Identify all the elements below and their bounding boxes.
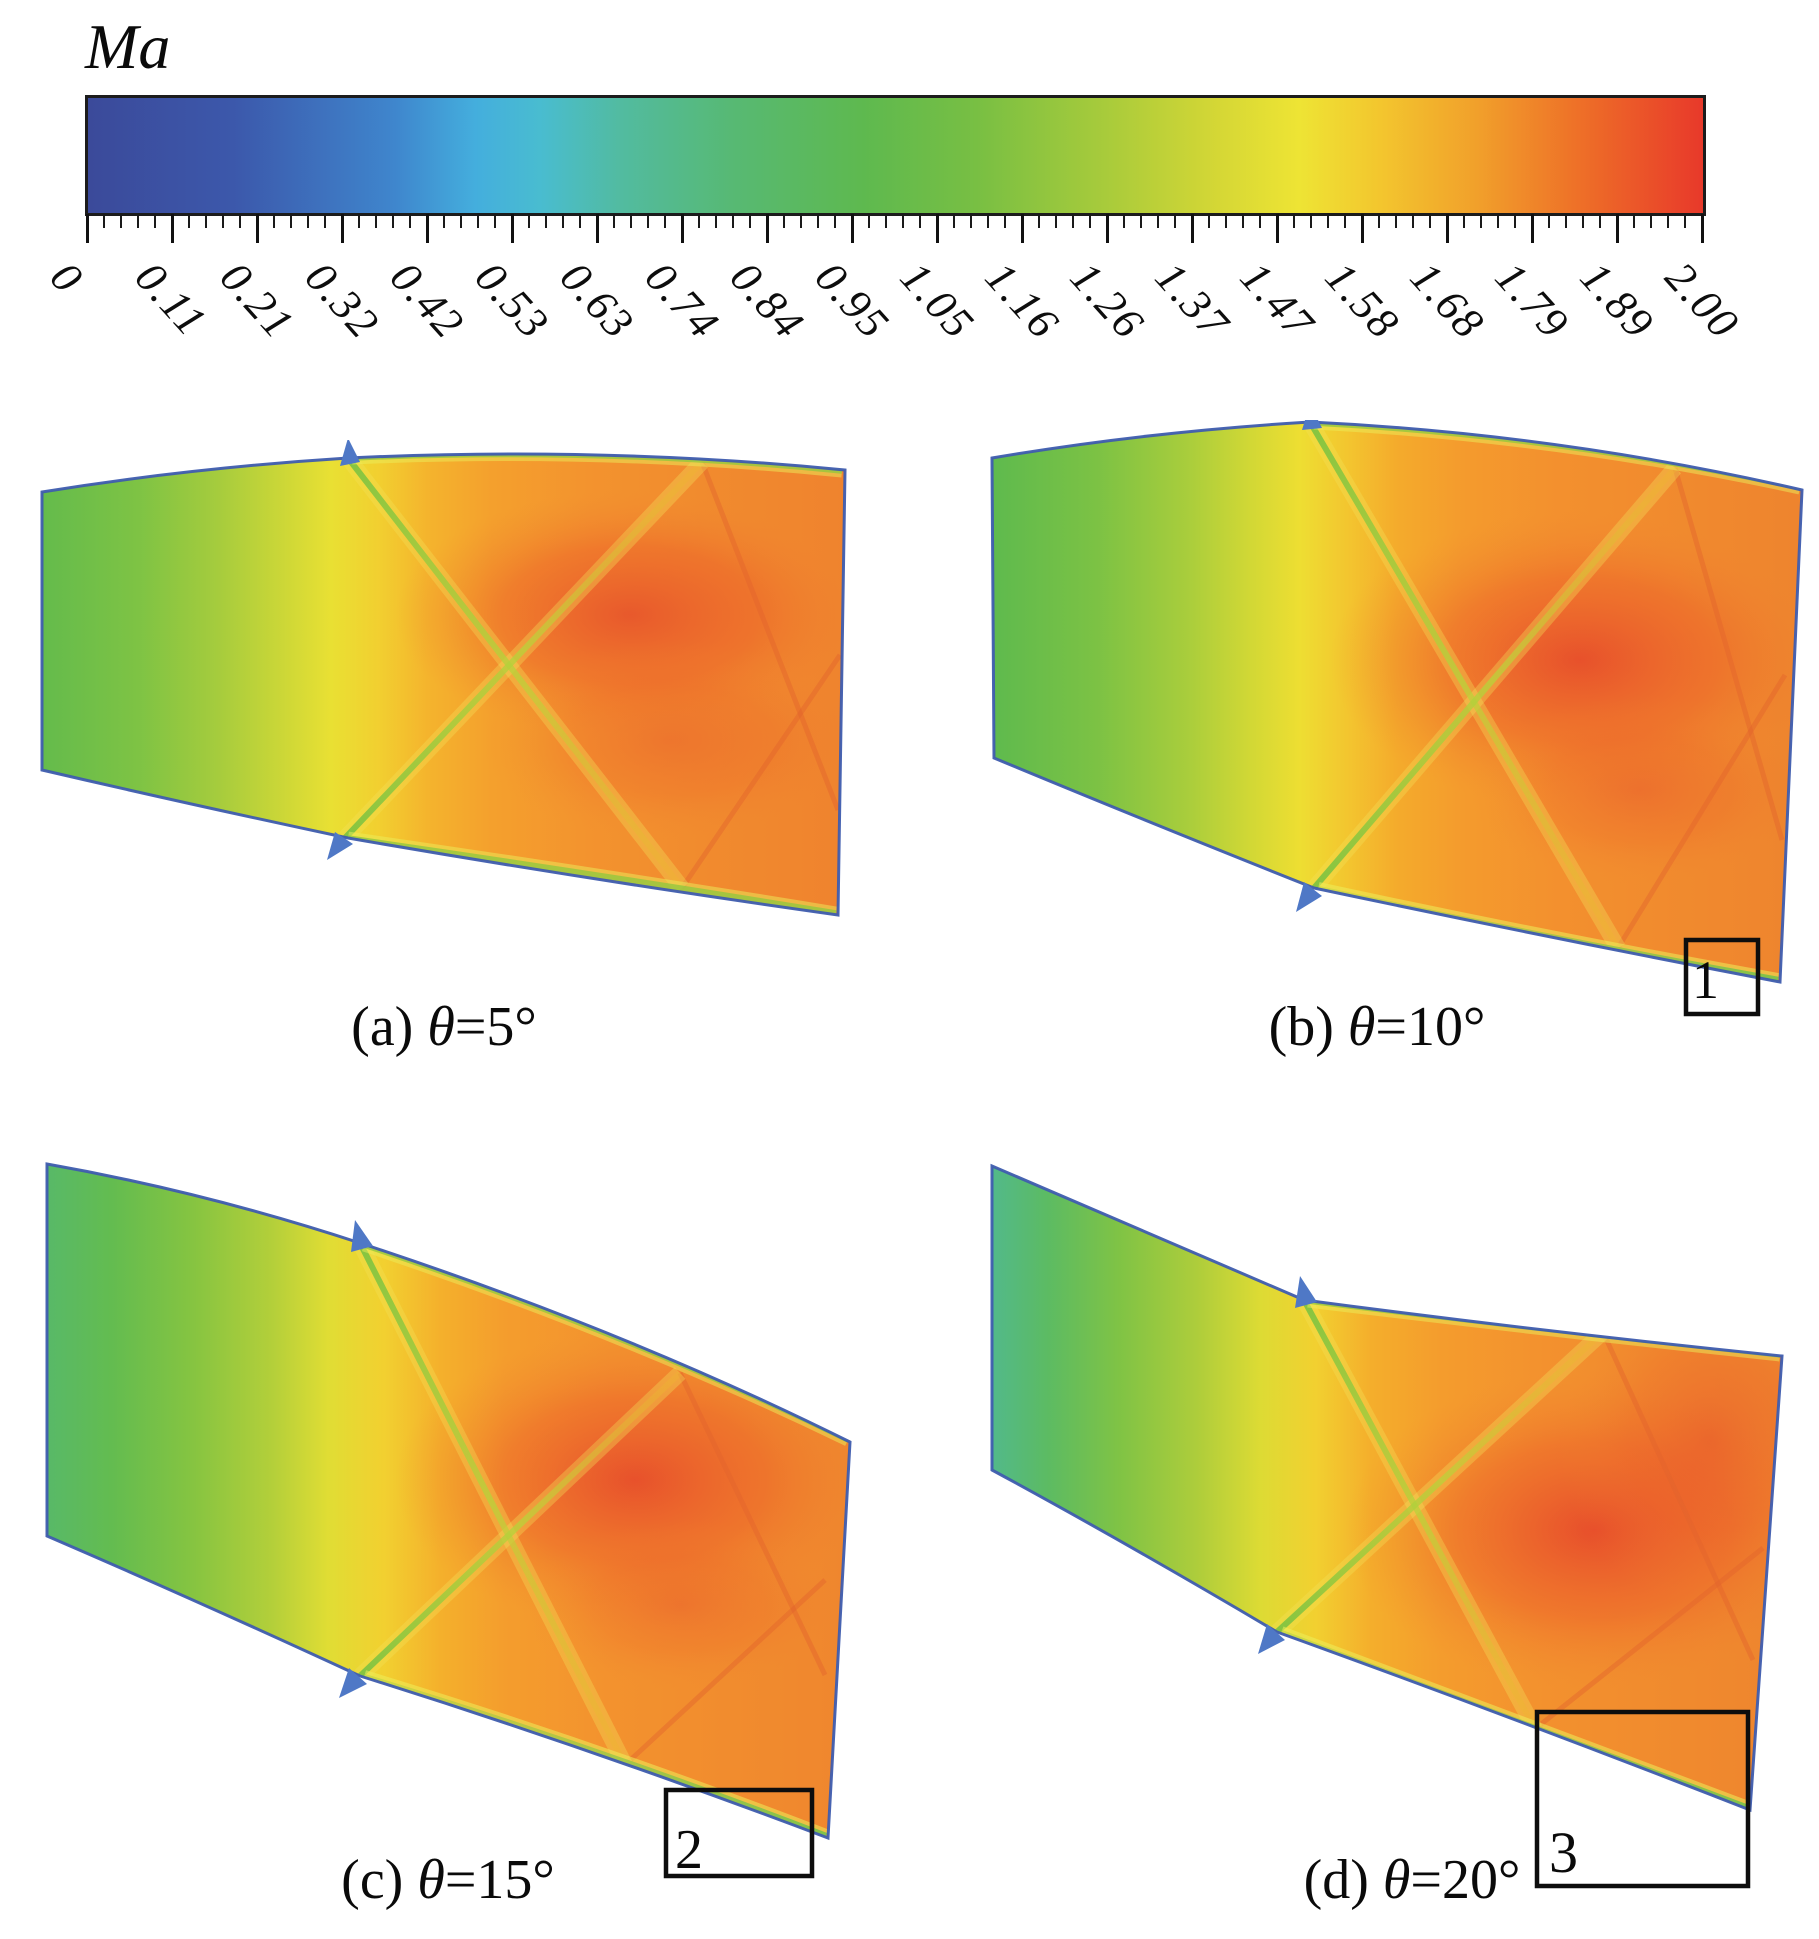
reflected-shock-line xyxy=(1672,467,1785,841)
contour-features xyxy=(352,1238,850,1838)
colorbar-tick-labels: 0 0.11 0.21 0.32 0.42 0.53 0.63 0.74 0.84 0.95 1.0… xyxy=(41,252,1786,402)
upper-wall-notch-icon xyxy=(1302,420,1322,430)
colorbar-tick-label: 0.53 xyxy=(465,252,560,349)
caption-theta-value: =20° xyxy=(1410,1849,1521,1911)
mach-contour-panel-a xyxy=(40,440,847,917)
annotation-box-2: 2 xyxy=(663,1787,815,1881)
reflected-shock-line xyxy=(1600,1330,1756,1662)
caption-theta-value: =10° xyxy=(1375,996,1486,1058)
oblique-shock-line xyxy=(1301,1298,1538,1731)
contour-features xyxy=(1303,422,1802,982)
caption-panel-d: (d) θ=20° xyxy=(1202,1848,1622,1912)
reflected-shock-line xyxy=(699,461,841,811)
lower-wall-notch-icon xyxy=(327,832,353,860)
oblique-shock-line xyxy=(1307,422,1621,950)
colorbar-gradient xyxy=(85,95,1706,216)
caption-theta-value: =5° xyxy=(454,996,537,1058)
colorbar-tick-label: 1.16 xyxy=(975,252,1070,349)
colorbar-tick-label: 0.63 xyxy=(550,252,645,349)
colorbar-tick-label: 1.47 xyxy=(1230,252,1325,349)
lower-wall-notch-icon xyxy=(1296,882,1322,912)
caption-index: (a) xyxy=(351,996,428,1058)
oblique-shock-line xyxy=(357,1241,628,1767)
caption-theta-symbol: θ xyxy=(1347,996,1376,1058)
mach-contour-panel-b: 1 xyxy=(990,420,1804,1017)
lower-wall-notch-icon xyxy=(1258,1624,1285,1654)
colorbar-major-ticks xyxy=(86,214,1704,243)
caption-theta-symbol: θ xyxy=(427,996,455,1058)
colorbar-tick-label: 0 xyxy=(40,252,94,304)
reflected-shock-line xyxy=(623,1578,827,1767)
caption-panel-c: (c) θ=15° xyxy=(238,1848,658,1912)
lower-wall-notch-icon xyxy=(339,1668,367,1698)
oblique-shock-line xyxy=(342,459,705,841)
wall-outline xyxy=(40,452,847,917)
colorbar-ticks xyxy=(86,214,1704,244)
colorbar-tick-label: 2.00 xyxy=(1655,252,1750,349)
oblique-shock-line xyxy=(1311,466,1678,890)
caption-index: (d) xyxy=(1303,1849,1383,1911)
colorbar-tick-label: 0.84 xyxy=(720,252,815,349)
caption-index: (b) xyxy=(1268,996,1348,1058)
reflected-shock-line xyxy=(679,653,843,890)
caption-panel-b: (b) θ=10° xyxy=(1167,995,1587,1059)
colorbar-tick-label: 0.74 xyxy=(635,252,730,349)
reflected-shock-line xyxy=(1615,673,1788,950)
annotation-box-3: 3 xyxy=(1534,1709,1751,1889)
colorbar-tick-label: 1.05 xyxy=(890,252,985,349)
colorbar-tick-label: 0.21 xyxy=(210,252,305,349)
colorbar-tick-label: 0.95 xyxy=(805,252,900,349)
reflected-shock-line xyxy=(677,1371,828,1677)
colorbar-title: Ma xyxy=(85,11,171,82)
wall-outline xyxy=(990,420,1804,984)
caption-theta-symbol: θ xyxy=(417,1849,445,1911)
colorbar-tick-label: 1.26 xyxy=(1060,252,1155,349)
oblique-shock-line xyxy=(1274,1329,1606,1635)
colorbar-tick-label: 1.58 xyxy=(1315,252,1410,349)
annotation-box-number: 1 xyxy=(1692,950,1719,1010)
wall-outline xyxy=(45,1162,852,1841)
caption-theta-symbol: θ xyxy=(1382,1849,1411,1911)
reflected-shock-line xyxy=(1533,1546,1765,1731)
colorbar-tick-label: 1.68 xyxy=(1400,252,1495,349)
colorbar-tick-label: 1.89 xyxy=(1570,252,1665,349)
upper-wall-notch-icon xyxy=(351,1220,373,1252)
annotation-box-1: 1 xyxy=(1683,937,1761,1017)
mach-contour-panel-c: 2 xyxy=(45,1162,852,1881)
colorbar-tick-label: 0.11 xyxy=(125,252,217,347)
caption-index: (c) xyxy=(341,1849,418,1911)
caption-theta-value: =15° xyxy=(444,1849,555,1911)
annotation-box-number: 2 xyxy=(675,1819,703,1881)
colorbar-tick-label: 0.32 xyxy=(295,252,390,349)
wall-boundary-layer-streak xyxy=(347,835,837,915)
colorbar-tick-label: 1.37 xyxy=(1145,252,1240,349)
oblique-shock-line xyxy=(345,456,685,890)
upper-wall-notch-icon xyxy=(1295,1276,1317,1308)
annotation-box-number: 3 xyxy=(1549,1820,1578,1885)
oblique-shock-line xyxy=(357,1370,683,1679)
caption-panel-a: (a) θ=5° xyxy=(234,995,654,1059)
colorbar-tick-label: 1.79 xyxy=(1485,252,1580,349)
mach-contour-panel-d: 3 xyxy=(990,1163,1784,1889)
upper-wall-notch-icon xyxy=(340,440,360,466)
colorbar-tick-label: 0.42 xyxy=(380,252,475,349)
